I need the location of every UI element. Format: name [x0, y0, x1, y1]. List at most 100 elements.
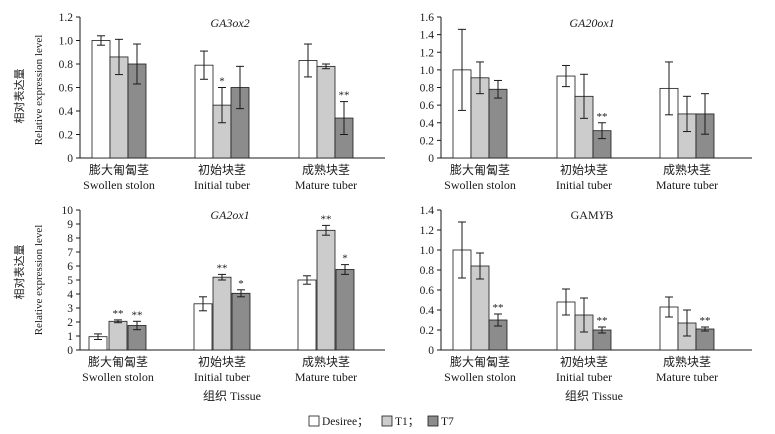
ga3ox2-y-tick-label: 1.0	[59, 36, 74, 48]
gamyb-category-label: Mature tuber	[656, 370, 718, 384]
gamyb-y-tick-label: 0.4	[420, 305, 435, 317]
ga3ox2-significance-mark: *	[219, 76, 225, 88]
ga20ox1-category-label: Swollen stolon	[444, 178, 516, 192]
ga20ox1-category-label-zh: 初始块茎	[560, 163, 608, 177]
ga2ox1-y-tick-label: 10	[62, 205, 74, 217]
ga2ox1-y-tick-label: 5	[67, 275, 73, 287]
ga20ox1-y-tick-label: 0.4	[420, 118, 435, 130]
ga3ox2-category-label: Initial tuber	[194, 178, 250, 192]
ga2ox1-significance-mark: **	[217, 262, 228, 274]
ga2ox1-bar	[108, 320, 128, 351]
y-axis-label-en-bottom: Relative expression level	[33, 225, 45, 336]
gamyb-y-tick-label: 0.8	[420, 265, 435, 277]
gamyb-y-tick-label: 0	[428, 345, 434, 357]
ga3ox2-category-label-zh: 膨大匍匐茎	[89, 162, 149, 177]
ga2ox1-y-tick-label: 4	[67, 289, 73, 301]
ga20ox1-y-tick-label: 0.6	[420, 100, 435, 112]
ga20ox1-y-tick-label: 1.2	[420, 47, 435, 59]
gamyb-category-label-zh: 成熟块茎	[663, 354, 711, 369]
ga3ox2-y-tick-label: 1.2	[59, 12, 74, 24]
gamyb-category-label-zh: 初始块茎	[560, 355, 608, 369]
gamyb-significance-mark: **	[493, 302, 504, 314]
ga3ox2-y-tick-label: 0.6	[59, 83, 74, 95]
ga2ox1-category-label: Initial tuber	[194, 370, 250, 384]
ga2ox1-title: GA2ox1	[210, 208, 249, 222]
panel-ga20ox1: 0 0.2 0.4 0.6 0.8 1.0 1.2 1.4 1.6 GA20ox1 ** 膨大匍匐茎S…	[420, 12, 752, 192]
ga20ox1-significance-mark: **	[597, 111, 608, 123]
ga2ox1-significance-mark: *	[342, 253, 348, 265]
ga2ox1-significance-mark: *	[238, 278, 244, 290]
y-axis-label-zh-bottom: 相对表达量	[12, 245, 26, 300]
gamyb-significance-mark: **	[597, 315, 608, 327]
gamyb-y-tick-label: 1.0	[420, 245, 435, 257]
gamyb-y-tick-label: 0.6	[420, 285, 435, 297]
ga20ox1-category-label-zh: 膨大匍匐茎	[450, 162, 510, 177]
ga2ox1-category-label: Mature tuber	[295, 370, 357, 384]
legend: Desiree； T1； T7	[308, 415, 454, 428]
gamyb-category-label: Initial tuber	[556, 370, 612, 384]
ga3ox2-category-label: Swollen stolon	[83, 178, 155, 192]
ga2ox1-category-label-zh: 成熟块茎	[302, 354, 350, 369]
ga20ox1-category-label-zh: 成熟块茎	[663, 162, 711, 177]
ga3ox2-y-tick-label: 0.4	[59, 106, 74, 118]
ga3ox2-bar	[316, 65, 336, 159]
ga2ox1-y-tick-label: 0	[67, 345, 73, 357]
ga3ox2-category-label: Mature tuber	[295, 178, 357, 192]
ga2ox1-y-tick-label: 8	[67, 233, 73, 245]
gamyb-y-tick-label: 1.2	[420, 225, 435, 237]
gamyb-category-label: Swollen stolon	[444, 370, 516, 384]
y-axis-label-en-top: Relative expression level	[33, 35, 45, 146]
gamyb-y-tick-label: 1.4	[420, 205, 435, 217]
ga2ox1-y-tick-label: 6	[67, 261, 73, 273]
ga3ox2-y-tick-label: 0.2	[59, 130, 74, 142]
ga2ox1-y-tick-label: 9	[67, 219, 73, 231]
legend-label-desiree: Desiree；	[322, 416, 369, 428]
x-axis-label-right: 组织 Tissue	[565, 389, 623, 403]
legend-label-t7: T7	[441, 416, 454, 428]
ga3ox2-significance-mark: **	[339, 90, 350, 102]
ga3ox2-bar	[91, 40, 111, 159]
gamyb-category-label-zh: 膨大匍匐茎	[450, 354, 510, 369]
ga2ox1-bar	[335, 269, 355, 351]
ga3ox2-title: GA3ox2	[210, 16, 249, 30]
ga2ox1-significance-mark: **	[132, 309, 143, 321]
legend-swatch-t7	[427, 415, 439, 427]
ga2ox1-bar	[316, 229, 336, 351]
ga20ox1-y-tick-label: 1.6	[420, 12, 435, 24]
ga20ox1-y-tick-label: 0.8	[420, 83, 435, 95]
ga2ox1-category-label-zh: 膨大匍匐茎	[88, 354, 148, 369]
ga2ox1-significance-mark: **	[113, 308, 124, 320]
ga2ox1-category-label: Swollen stolon	[82, 370, 154, 384]
ga2ox1-bar	[212, 276, 232, 351]
ga2ox1-significance-mark: **	[321, 213, 332, 225]
ga20ox1-y-tick-label: 0.2	[420, 135, 435, 147]
legend-swatch-t1	[381, 415, 393, 427]
ga20ox1-bar	[556, 75, 576, 159]
ga20ox1-y-tick-label: 0	[428, 153, 434, 165]
gamyb-title: GAMYB	[571, 208, 614, 222]
ga20ox1-bar	[488, 88, 508, 159]
ga2ox1-y-tick-label: 7	[67, 247, 73, 259]
legend-swatch-desiree	[308, 415, 320, 427]
ga20ox1-category-label: Initial tuber	[556, 178, 612, 192]
ga3ox2-y-tick-label: 0	[67, 153, 73, 165]
panel-gamyb: 0 0.2 0.4 0.6 0.8 1.0 1.2 1.4 GAMYB ** ** ** 膨大匍匐茎Sw…	[420, 205, 752, 384]
ga3ox2-category-label-zh: 初始块茎	[198, 163, 246, 177]
ga2ox1-bar	[231, 292, 251, 351]
ga20ox1-y-tick-label: 1.0	[420, 65, 435, 77]
ga20ox1-category-label: Mature tuber	[656, 178, 718, 192]
gamyb-significance-mark: **	[700, 315, 711, 327]
ga2ox1-y-tick-label: 3	[67, 303, 73, 315]
panel-ga3ox2: 00.20.40.60.81.01.2 GA3ox2***膨大匍匐茎Swollen…	[59, 12, 385, 192]
y-axis-label-zh-top: 相对表达量	[12, 69, 26, 124]
ga2ox1-bar	[297, 279, 317, 351]
ga2ox1-category-label-zh: 初始块茎	[198, 355, 246, 369]
legend-label-t1: T1；	[395, 416, 419, 428]
ga2ox1-y-tick-label: 2	[67, 317, 73, 329]
ga2ox1-y-tick-label: 1	[67, 331, 73, 343]
gamyb-bar	[695, 328, 715, 351]
ga3ox2-category-label-zh: 成熟块茎	[302, 162, 350, 177]
gamyb-y-tick-label: 0.2	[420, 325, 435, 337]
